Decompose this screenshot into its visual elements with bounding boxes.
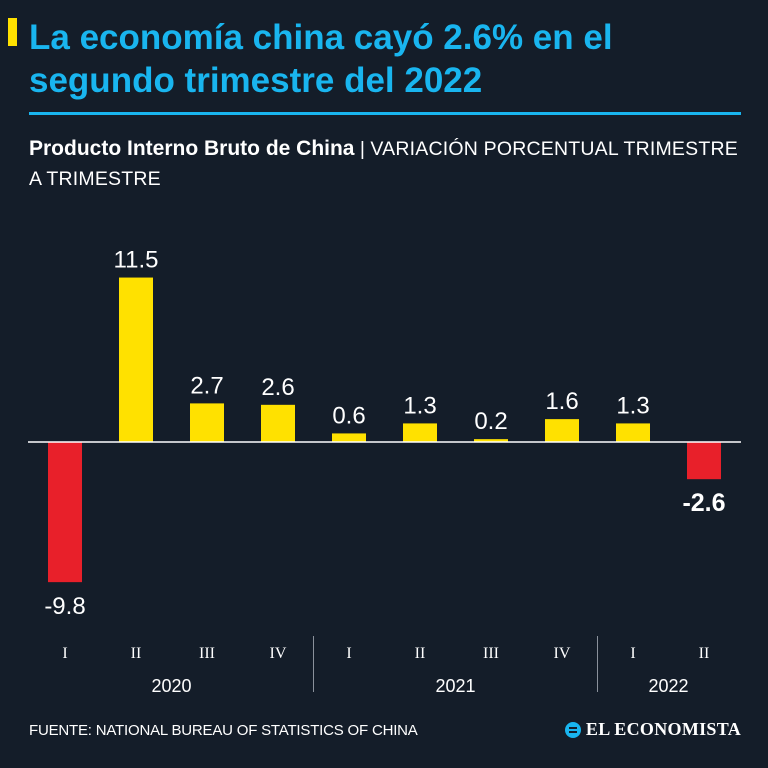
quarter-tick-label-3: III: [199, 645, 215, 662]
brand-logo: EL ECONOMISTA: [564, 719, 741, 740]
bar-3: [190, 403, 224, 442]
year-label-2020: 2020: [151, 676, 191, 696]
bar-4: [261, 404, 295, 442]
subtitle-unit: VARIACIÓN PORCENTUAL TRIMESTRE A TRIMEST…: [29, 138, 738, 190]
chart-subtitle: Producto Interno Bruto de China | VARIAC…: [29, 134, 741, 194]
title-marker: [8, 18, 17, 46]
value-label-3: 2.7: [190, 372, 223, 399]
source-note: FUENTE: NATIONAL BUREAU OF STATISTICS OF…: [29, 722, 418, 739]
quarter-tick-label-4: IV: [270, 645, 287, 662]
bar-8: [545, 419, 579, 442]
bar-7: [474, 439, 508, 442]
quarter-tick-label-2: II: [131, 645, 142, 662]
value-label-9: 1.3: [616, 392, 649, 419]
bar-5: [332, 433, 366, 442]
quarter-tick-label-6: II: [415, 645, 426, 662]
brand-name: EL ECONOMISTA: [585, 719, 741, 739]
bar-9: [616, 423, 650, 442]
year-label-2022: 2022: [648, 676, 688, 696]
chart-title: La economía china cayó 2.6% en el segund…: [29, 18, 613, 100]
value-label-1: -9.8: [44, 593, 85, 620]
bar-6: [403, 423, 437, 442]
quarter-tick-label-1: I: [62, 645, 67, 662]
value-label-8: 1.6: [545, 388, 578, 415]
value-label-2: 11.5: [114, 247, 159, 274]
value-label-5: 0.6: [332, 402, 365, 429]
year-label-2021: 2021: [435, 676, 475, 696]
quarter-tick-label-8: IV: [554, 645, 571, 662]
value-label-4: 2.6: [261, 374, 294, 401]
title-rule: [29, 112, 741, 115]
quarter-tick-label-5: I: [346, 645, 351, 662]
bar-10: [687, 442, 721, 480]
quarter-tick-label-7: III: [483, 645, 499, 662]
value-label-6: 1.3: [403, 392, 436, 419]
bar-1: [48, 442, 82, 583]
subtitle-separator: |: [359, 138, 365, 160]
brand-icon: [564, 721, 581, 738]
quarter-tick-label-10: II: [699, 645, 710, 662]
quarter-tick-label-9: I: [630, 645, 635, 662]
value-label-7: 0.2: [474, 408, 507, 435]
subtitle-main: Producto Interno Bruto de China: [29, 137, 355, 160]
value-label-10: -2.6: [682, 489, 725, 517]
bar-2: [119, 277, 153, 442]
